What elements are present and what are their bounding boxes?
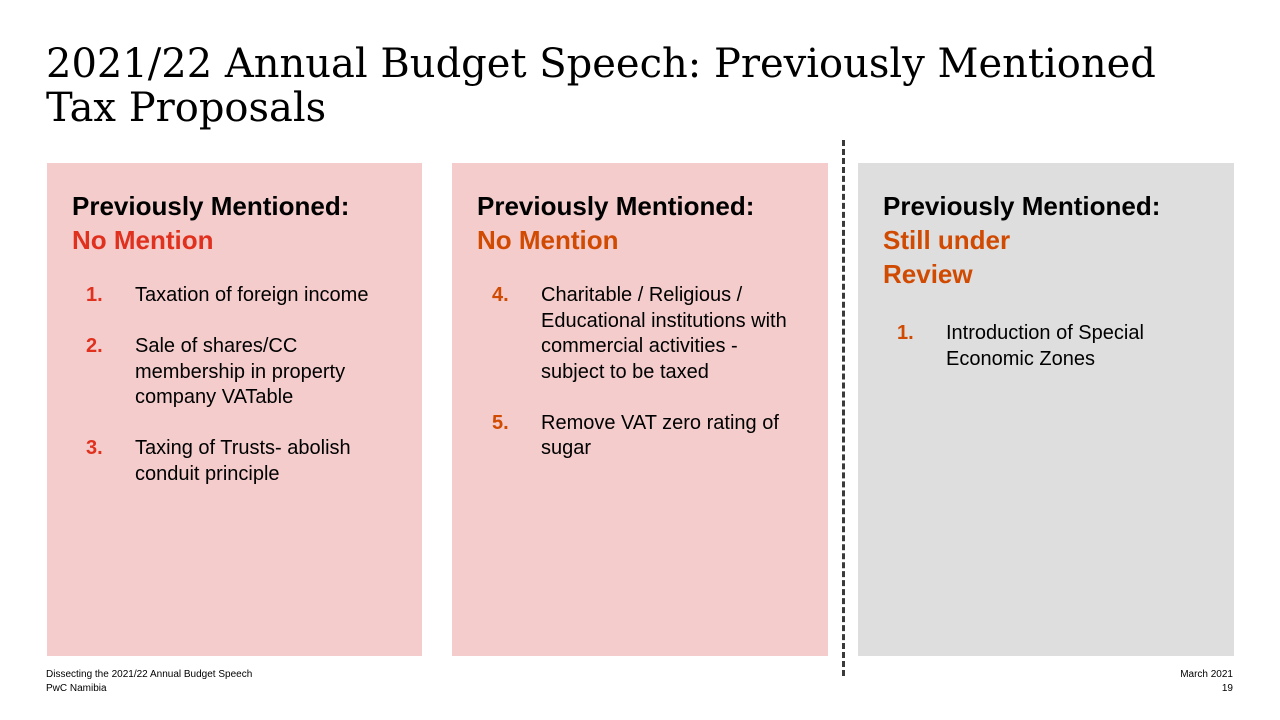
item-number: 5. <box>492 411 509 434</box>
column-heading-label: Previously Mentioned: <box>477 191 755 221</box>
list-item: 3. Taxing of Trusts- abolish conduit pri… <box>47 436 422 487</box>
column-card-under-review: Previously Mentioned: Still under Review… <box>858 163 1234 656</box>
list-item: 2. Sale of shares/CC membership in prope… <box>47 334 422 411</box>
column-heading: Previously Mentioned: Still under Review <box>883 189 1160 291</box>
column-status-label: Still under Review <box>883 225 1011 289</box>
footer-organization: PwC Namibia <box>46 683 107 694</box>
column-card-no-mention-1: Previously Mentioned: No Mention 1. Taxa… <box>47 163 422 656</box>
column-status-label: No Mention <box>72 225 214 255</box>
footer-left: Dissecting the 2021/22 Annual Budget Spe… <box>46 668 252 696</box>
item-text: Remove VAT zero rating of sugar <box>541 411 779 460</box>
column-card-no-mention-2: Previously Mentioned: No Mention 4. Char… <box>452 163 828 656</box>
item-number: 1. <box>897 322 914 344</box>
item-text: Sale of shares/CC membership in property… <box>135 335 346 408</box>
footer-document-title: Dissecting the 2021/22 Annual Budget Spe… <box>46 669 253 680</box>
proposal-list: 4. Charitable / Religious / Educational … <box>452 283 828 487</box>
column-heading: Previously Mentioned: No Mention <box>72 189 349 257</box>
footer-date: March 2021 <box>1180 669 1233 680</box>
column-heading-label: Previously Mentioned: <box>72 191 350 221</box>
dashed-divider <box>842 140 845 676</box>
item-text: Taxing of Trusts- abolish conduit princi… <box>135 437 351 485</box>
slide-title: 2021/22 Annual Budget Speech: Previously… <box>46 41 1156 131</box>
column-heading-label: Previously Mentioned: <box>883 191 1161 221</box>
column-status-label: No Mention <box>477 225 619 255</box>
list-item: 1. Taxation of foreign income <box>47 283 422 309</box>
item-text: Charitable / Religious / Educational ins… <box>541 284 787 383</box>
list-item: 1. Introduction of Special Economic Zone… <box>858 321 1234 372</box>
proposal-list: 1. Taxation of foreign income 2. Sale of… <box>47 283 422 513</box>
column-heading: Previously Mentioned: No Mention <box>477 189 754 257</box>
page-number: 19 <box>1221 683 1233 694</box>
proposal-list: 1. Introduction of Special Economic Zone… <box>858 321 1234 398</box>
item-number: 4. <box>492 284 509 306</box>
item-text: Introduction of Special Economic Zones <box>946 322 1144 370</box>
list-item: 5. Remove VAT zero rating of sugar <box>452 411 828 462</box>
footer-right: March 2021 19 <box>1180 668 1233 696</box>
item-text: Taxation of foreign income <box>135 284 369 306</box>
list-item: 4. Charitable / Religious / Educational … <box>452 283 828 385</box>
item-number: 1. <box>86 284 103 306</box>
item-number: 3. <box>86 437 103 459</box>
item-number: 2. <box>86 335 103 357</box>
